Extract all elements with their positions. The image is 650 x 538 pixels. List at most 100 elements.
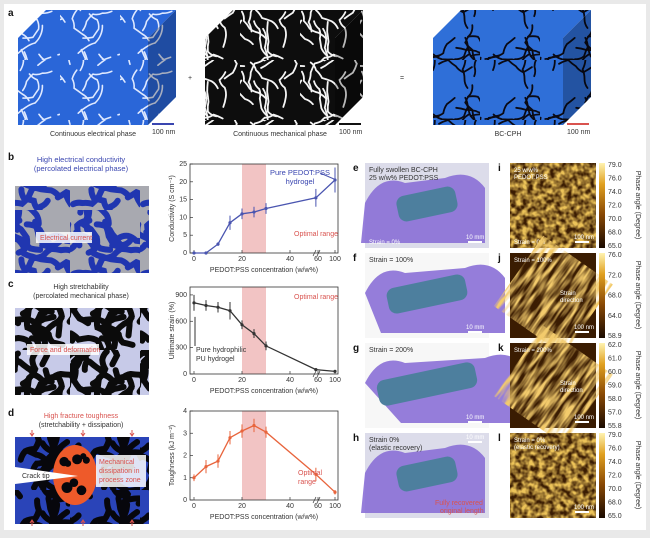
x-tick-label: 0 <box>192 256 196 263</box>
panel-title: High electrical conductivity <box>37 155 126 164</box>
colorbar <box>599 163 605 248</box>
photo-panel-f: f Strain = 100% 10 mm <box>353 253 505 338</box>
y-tick-label: 0 <box>183 371 187 378</box>
crack-tip-label: Crack tip <box>22 473 50 480</box>
y-tick-label: 1 <box>183 475 187 482</box>
blob <box>61 482 73 493</box>
y-tick-label: 25 <box>179 161 187 168</box>
data-point <box>333 490 337 494</box>
cube-caption: Continuous mechanical phase <box>233 131 327 138</box>
strain-direction-label: Strain <box>560 381 576 387</box>
y-tick-label: 0 <box>183 497 187 504</box>
data-point <box>314 196 318 200</box>
panel-label-d: d <box>8 408 14 419</box>
y-tick-label: 5 <box>183 232 187 239</box>
photo-caption: Strain = 100% <box>369 257 413 264</box>
y-tick-label: 4 <box>183 408 187 415</box>
force-arrow <box>29 519 35 526</box>
scale-label: 100 nm <box>574 505 594 511</box>
photo-caption: 25 w/w% PEDOT:PSS <box>369 175 439 182</box>
colorbar-tick: 76.0 <box>608 176 622 183</box>
x-tick-label: 20 <box>238 503 246 510</box>
strain-direction-label: direction <box>560 388 583 394</box>
panel-label-k: k <box>498 343 504 354</box>
scale-bar <box>575 331 589 333</box>
scale-label: 100 nm <box>339 129 363 136</box>
data-point <box>192 301 196 305</box>
panel-subtitle: (percolated electrical phase) <box>34 164 129 173</box>
hydrogel-sample <box>376 362 478 406</box>
equals-sign: = <box>400 75 404 82</box>
blob <box>76 485 87 496</box>
colorbar-tick: 70.0 <box>608 216 622 223</box>
force-arrow <box>80 519 86 526</box>
colorbar-tick: 59.0 <box>608 383 622 390</box>
hydrogel-sample <box>386 274 468 314</box>
hydrogel-sample <box>396 186 458 222</box>
x-tick-label: 40 <box>286 503 294 510</box>
scale-bar <box>468 441 482 443</box>
panel-title: High stretchability <box>53 284 109 291</box>
afm-caption: Strain = 0% <box>514 438 546 444</box>
scale-label: 100 nm <box>152 129 176 136</box>
scale-label: 100 nm <box>574 325 594 331</box>
data-point <box>252 210 256 214</box>
plus-sign: + <box>188 75 192 82</box>
x-tick-label: 100 <box>329 377 341 384</box>
scale-bar <box>468 331 482 333</box>
colorbar-tick: 68.0 <box>608 500 622 507</box>
colorbar-title: Phase angle (Degree) <box>634 441 641 510</box>
colorbar-tick: 65.0 <box>608 513 622 520</box>
axis-break <box>312 249 321 257</box>
data-point <box>228 221 232 225</box>
cube-1: 100 nm Continuous electrical phase <box>18 10 176 138</box>
afm-texture <box>510 163 596 248</box>
panel-label-l: l <box>498 433 501 444</box>
annotation-box <box>36 232 92 243</box>
panel-label-f: f <box>353 253 357 264</box>
cube-side-shade <box>148 10 176 125</box>
x-tick-label: 100 <box>329 503 341 510</box>
colorbar-tick: 62.0 <box>608 342 622 349</box>
data-point <box>204 251 208 255</box>
panel-label-e: e <box>353 163 359 174</box>
chart-3: 0 20 40 60 100 0 1 2 3 4 PEDOT:PSS concentration (… <box>169 408 341 521</box>
panel-label-j: j <box>497 253 501 264</box>
photo-caption: Strain 0% <box>369 437 399 444</box>
afm-texture <box>493 325 613 445</box>
x-axis-label: PEDOT:PSS concentration (w/w%) <box>210 388 318 395</box>
colorbar <box>599 433 605 518</box>
colorbar <box>599 253 605 338</box>
colorbar-tick: 57.0 <box>608 410 622 417</box>
data-point <box>252 423 256 428</box>
data-point <box>314 472 318 477</box>
morphology-image <box>15 186 149 273</box>
data-point <box>228 436 232 440</box>
data-point <box>252 331 256 336</box>
annotation: hydrogel <box>286 177 315 186</box>
panel-label-c: c <box>8 279 14 290</box>
chart-2: 0 20 40 60 100 0 300 600 900 PEDOT:PSS concentrat… <box>169 286 341 395</box>
annotation: Pure PEDOT:PSS <box>270 168 330 177</box>
annotation-force-deformation: Force and deformation <box>30 347 101 354</box>
blob <box>82 456 90 464</box>
panel-label-a: a <box>8 8 14 19</box>
panel-label-b: b <box>8 152 14 163</box>
photo-strain-label: Strain = 0% <box>369 240 401 246</box>
colorbar-tick: 61.0 <box>608 356 622 363</box>
scale-bar <box>468 421 482 423</box>
afm-texture <box>493 235 613 355</box>
afm-caption: 25 w/w% <box>514 168 539 174</box>
annotation-box <box>96 455 146 487</box>
annotation-dissipation: Mechanical <box>99 459 135 466</box>
annotation-dissipation: process zone <box>99 477 141 484</box>
data-point <box>264 430 268 434</box>
cube-caption: BC-CPH <box>495 131 522 138</box>
cube-top <box>18 10 176 38</box>
data-point <box>240 429 244 433</box>
colorbar-tick: 72.0 <box>608 272 622 279</box>
y-axis-label: Toughness (kJ m⁻²) <box>169 425 176 486</box>
colorbar <box>599 343 605 428</box>
